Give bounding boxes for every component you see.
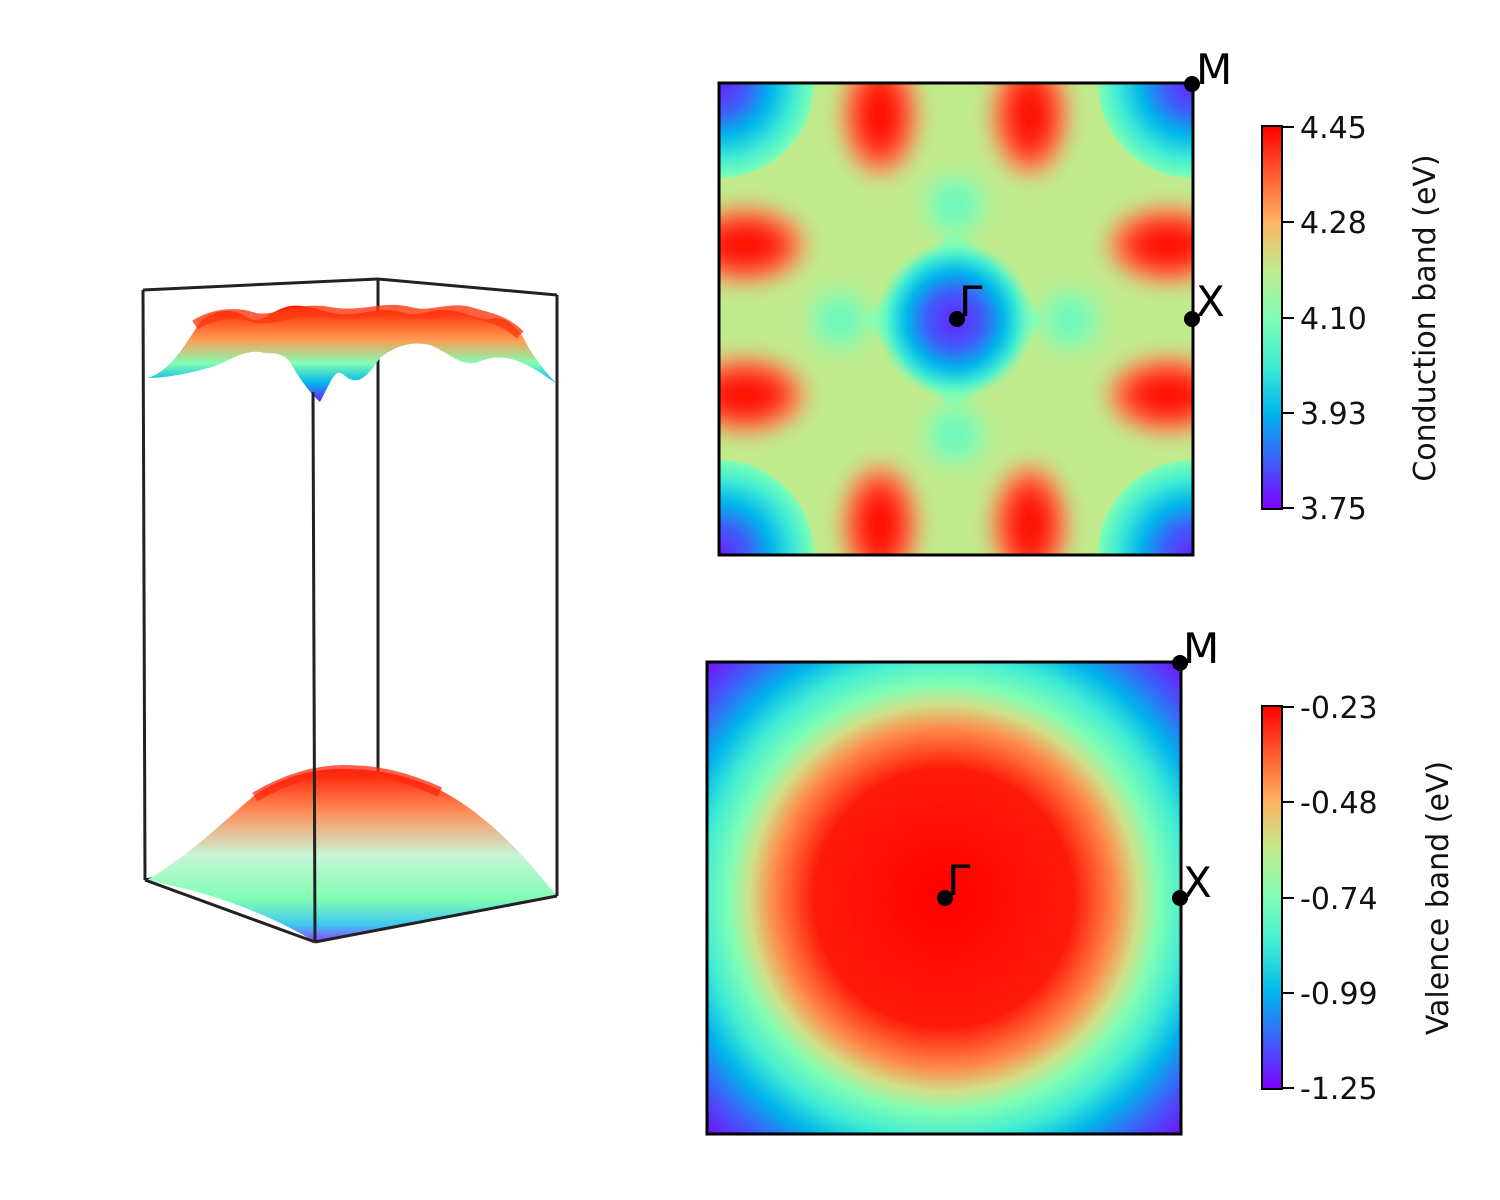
- valence-surface: [147, 768, 557, 942]
- colorbar-tick-label: -0.74: [1300, 882, 1378, 917]
- kpoint-M-marker: [1172, 655, 1188, 671]
- valence-heatmap: M X Γ: [705, 624, 1219, 1136]
- colorbar-tick-label: 4.10: [1300, 302, 1367, 337]
- red-lobe: [1098, 350, 1193, 440]
- green-spot: [1030, 280, 1110, 360]
- box-edge: [142, 277, 379, 292]
- colorbar-tick-label: 3.75: [1300, 492, 1367, 527]
- red-lobe: [835, 83, 925, 185]
- kpoint-M-label: M: [1183, 624, 1219, 673]
- colorbar-label: Valence band (eV): [1421, 761, 1456, 1035]
- red-lobe: [985, 455, 1075, 555]
- valence-colorbar: -0.23 -0.48 -0.74 -0.99 -1.25 Valence ba…: [1261, 691, 1456, 1107]
- conduction-colorbar: 4.45 4.28 4.10 3.93 3.75 Conduction band…: [1261, 111, 1443, 527]
- kpoint-X-label: X: [1183, 858, 1212, 907]
- colorbar-label: Conduction band (eV): [1408, 154, 1443, 481]
- kpoint-X-marker: [1172, 890, 1188, 906]
- colorbar-tick-label: 3.93: [1300, 397, 1367, 432]
- colorbar-tick-label: -0.23: [1300, 691, 1378, 726]
- colorbar-tick-label: 4.28: [1300, 206, 1367, 241]
- conduction-surface-highlight: [192, 304, 524, 339]
- colorbar-tick-label: -0.48: [1300, 786, 1378, 821]
- kpoint-gamma-marker: [949, 311, 965, 327]
- green-spot: [915, 165, 995, 245]
- red-lobe: [719, 200, 815, 290]
- box-edge: [314, 894, 558, 944]
- kpoint-M-label: M: [1196, 45, 1232, 94]
- kpoint-X-label: X: [1196, 277, 1225, 326]
- kpoint-M-marker: [1184, 76, 1200, 92]
- surface-3d-panel: [141, 277, 559, 944]
- corner-min: [719, 83, 814, 178]
- corner-min: [719, 460, 814, 555]
- colorbar-tick-label: -1.25: [1300, 1072, 1378, 1107]
- red-lobe: [1098, 200, 1193, 290]
- colorbar-gradient: [1261, 705, 1283, 1090]
- colorbar-ticks: [1282, 706, 1294, 1089]
- box-edge: [144, 878, 316, 944]
- red-lobe: [835, 455, 925, 555]
- green-spot: [800, 280, 880, 360]
- colorbar-ticks: [1282, 126, 1294, 509]
- green-spot: [915, 395, 995, 475]
- box-edge: [311, 391, 317, 943]
- kpoint-gamma-label: Γ: [959, 277, 983, 326]
- colorbar-gradient: [1261, 125, 1283, 510]
- valence-surface-top: [252, 764, 443, 802]
- corner-min: [1098, 83, 1193, 178]
- box-edge: [141, 289, 147, 881]
- kpoint-gamma-label: Γ: [947, 856, 971, 905]
- conduction-heatmap: M X Γ: [717, 45, 1232, 557]
- red-lobe: [985, 83, 1075, 185]
- conduction-surface: [147, 305, 557, 402]
- kpoint-X-marker: [1184, 311, 1200, 327]
- red-lobe: [719, 350, 815, 440]
- corner-min: [1098, 460, 1193, 555]
- box-edge: [377, 277, 558, 297]
- colorbar-tick-label: -0.99: [1300, 977, 1378, 1012]
- kpoint-gamma-marker: [937, 890, 953, 906]
- colorbar-tick-label: 4.45: [1300, 111, 1367, 146]
